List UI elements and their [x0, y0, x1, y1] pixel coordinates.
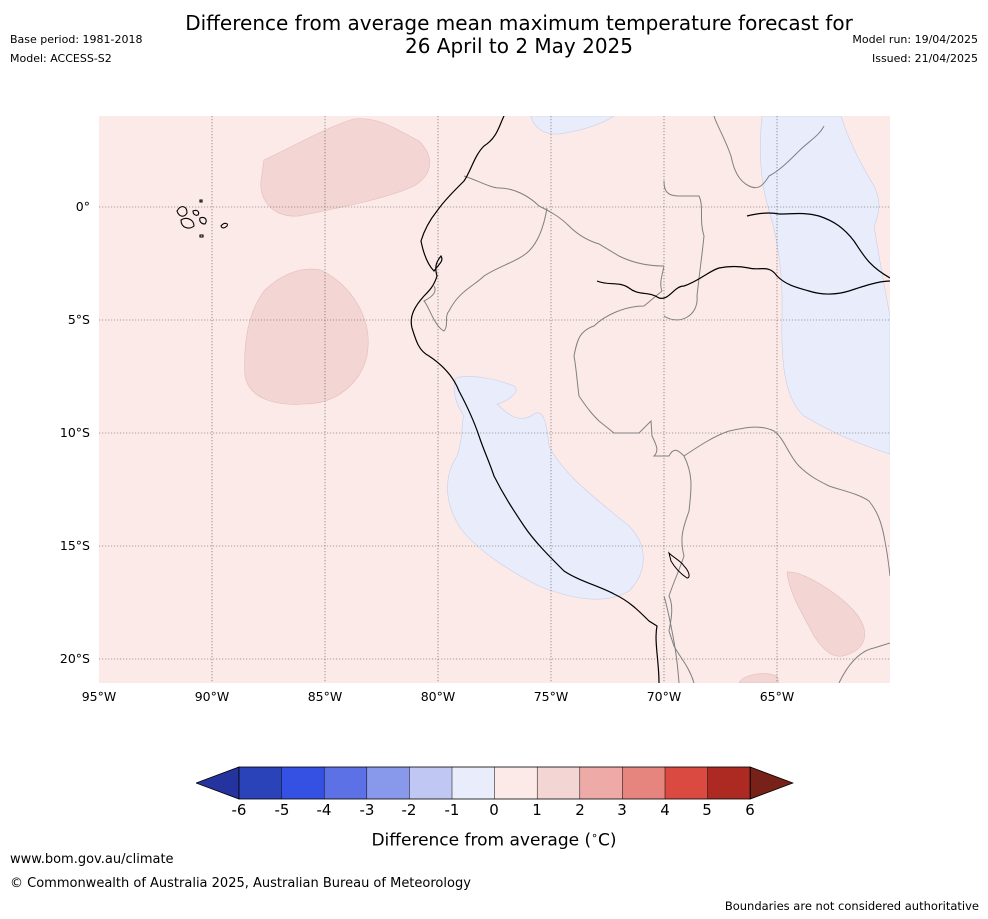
colorbar-tick-m5: -5	[274, 801, 290, 819]
border-bolivia-paraguay	[838, 642, 890, 683]
colorbar-tick-m3: -3	[359, 801, 375, 819]
base-period: Base period: 1981-2018	[10, 33, 143, 46]
anomaly-patch-amazon	[759, 116, 890, 455]
coastlines	[410, 116, 890, 683]
title-line-1: Difference from average mean maximum tem…	[185, 11, 853, 35]
anomaly-patch-bolivia	[786, 571, 865, 657]
model-name: Model: ACCESS-S2	[10, 52, 112, 65]
lon-label-70w: 70°W	[646, 689, 682, 704]
colorbar-label: Difference from average (∘°CC)	[371, 829, 617, 851]
colorbar-tick-2: 2	[575, 801, 585, 819]
colorbar-tick-3: 3	[617, 801, 627, 819]
colorbar-cell-3-4	[622, 767, 665, 799]
map	[99, 116, 890, 683]
anomaly-patch-peru-coast	[447, 376, 644, 600]
footer-disclaimer: Boundaries are not considered authoritat…	[724, 899, 979, 913]
lon-label-80w: 80°W	[420, 689, 456, 704]
lon-label-65w: 65°W	[759, 689, 795, 704]
footer-copyright: © Commonwealth of Australia 2025, Austra…	[10, 876, 471, 891]
colorbar-cell-above	[749, 766, 794, 800]
colorbar-cell-5-6	[707, 767, 751, 799]
colorbar-cell-m6-m5	[239, 767, 282, 799]
colorbar-tick-m1: -1	[444, 801, 460, 819]
colorbar-cell-m1-0	[452, 767, 495, 799]
chart-title: Difference from average mean maximum tem…	[120, 12, 918, 58]
lat-label-0: 0°	[75, 199, 90, 214]
amazon-river	[596, 265, 890, 299]
colorbar-tick-6: 6	[745, 801, 755, 819]
model-run: Model run: 19/04/2025	[852, 33, 978, 46]
border-ecuador-peru	[423, 207, 548, 332]
lon-label-95w: 95°W	[81, 689, 117, 704]
lat-label-10s: 10°S	[59, 425, 90, 440]
lat-label-15s: 15°S	[59, 538, 90, 553]
anomaly-patch-north-edge	[530, 116, 615, 135]
colorbar-cell-4-5	[665, 767, 708, 799]
colorbar-tick-4: 4	[660, 801, 670, 819]
anomaly-patch-south-edge	[738, 673, 780, 683]
border-bolivia-brazil-east	[683, 426, 890, 577]
colorbar-cell-m3-m2	[366, 767, 410, 799]
colorbar-tick-5: 5	[702, 801, 712, 819]
colorbar-cell-2-3	[579, 767, 623, 799]
lat-label-20s: 20°S	[59, 651, 90, 666]
border-venezuela-brazil	[713, 116, 825, 189]
colorbar-cell-m2-m1	[409, 767, 452, 799]
colorbar-tick-m2: -2	[401, 801, 417, 819]
galapagos-islands	[176, 199, 228, 238]
coast-north-amazon-mouth	[746, 212, 890, 279]
border-brazil-colombia-venezuela	[663, 180, 705, 321]
colorbar-cell-1-2	[537, 767, 580, 799]
anomaly-minus1-0-areas	[447, 116, 890, 600]
border-peru-brazil-colombia	[573, 265, 685, 457]
colorbar-tick-m4: -4	[316, 801, 332, 819]
lon-label-90w: 90°W	[194, 689, 230, 704]
title-line-2: 26 April to 2 May 2025	[405, 34, 633, 58]
colorbar-tick-m6: -6	[231, 801, 247, 819]
colorbar-tick-0: 0	[489, 801, 499, 819]
lat-label-5s: 5°S	[67, 312, 90, 327]
colorbar-cell-m4-m3	[324, 767, 367, 799]
colorbar	[196, 766, 794, 800]
country-borders	[423, 116, 890, 683]
footer-url[interactable]: www.bom.gov.au/climate	[10, 852, 174, 867]
border-colombia-ecuador	[463, 175, 665, 267]
lake-titicaca	[668, 551, 690, 579]
issued-date: Issued: 21/04/2025	[871, 52, 978, 65]
border-bolivia-chile	[663, 595, 680, 683]
colorbar-cell-0-1	[494, 767, 538, 799]
colorbar-cell-m5-m4	[281, 767, 325, 799]
colorbar-tick-1: 1	[532, 801, 542, 819]
colorbar-cell-below	[196, 766, 240, 800]
lon-label-85w: 85°W	[307, 689, 343, 704]
anomaly-patch-offshore-west	[244, 268, 369, 405]
anomaly-patch-offshore-north	[260, 118, 430, 217]
coastline-west-south-america	[410, 116, 660, 683]
anomaly-1-2-areas	[244, 118, 865, 683]
lon-label-75w: 75°W	[533, 689, 569, 704]
